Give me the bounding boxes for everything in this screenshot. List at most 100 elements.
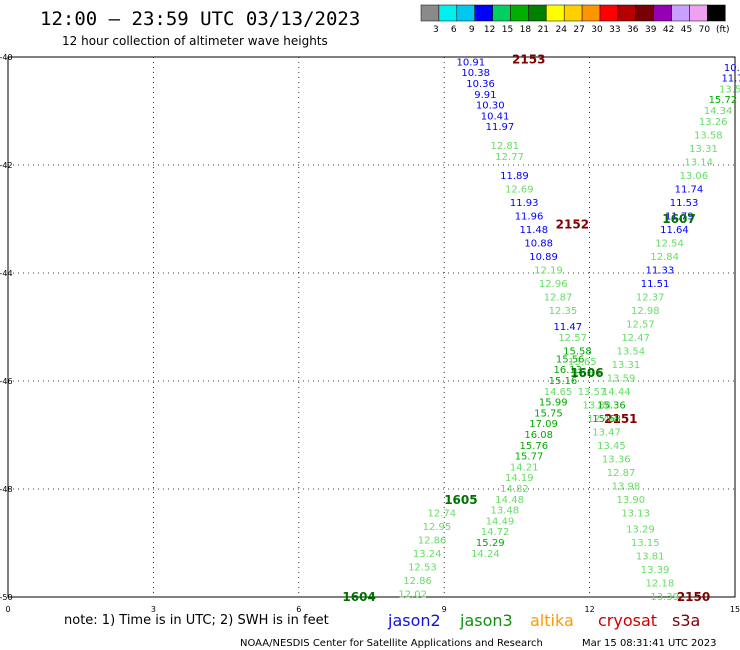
swh-value-label: 13.48 [490, 506, 519, 517]
swh-value-label: 12.69 [505, 184, 534, 195]
swh-value-label: 12.87 [544, 292, 573, 303]
colorbar-label: 21 [538, 25, 549, 35]
swh-value-label: 11.89 [500, 171, 529, 182]
swh-value-label: 12.77 [495, 152, 524, 163]
legend-item-cryosat: cryosat [598, 611, 657, 630]
y-tick-label: -46 [0, 377, 13, 386]
colorbar-swatch [528, 4, 547, 22]
colorbar-swatch [456, 4, 475, 22]
x-tick-label: 9 [442, 605, 447, 614]
swh-value-label: 10.30 [476, 101, 505, 112]
swh-value-label: 12.87 [607, 468, 636, 479]
swh-value-label: 15.75 [534, 408, 563, 419]
colorbar-swatch [707, 4, 726, 22]
swh-value-label: 13.54 [616, 346, 645, 357]
pass-number-label: 1605 [444, 493, 477, 507]
swh-value-label: 11.64 [660, 225, 689, 236]
swh-value-label: 12.86 [418, 535, 447, 546]
swh-value-label: 12.54 [655, 238, 684, 249]
swh-value-label: 12.95 [423, 522, 452, 533]
swh-value-label: 12.35 [549, 306, 578, 317]
swh-value-label: 13.14 [684, 157, 713, 168]
swh-value-label: 13.59 [607, 373, 636, 384]
colorbar-swatch [474, 4, 493, 22]
colorbar-label: 6 [451, 25, 457, 35]
legend-item-jason2: jason2 [387, 611, 441, 630]
colorbar-label: 45 [681, 25, 692, 35]
swh-value-label: 16.08 [524, 430, 553, 441]
swh-value-label: 12.57 [558, 333, 587, 344]
swh-value-label: 13.47 [592, 427, 621, 438]
pass-number-label: 1604 [342, 590, 375, 604]
colorbar-label: 24 [555, 25, 567, 35]
y-tick-label: -42 [0, 161, 13, 170]
units-note: note: 1) Time is in UTC; 2) SWH is in fe… [64, 613, 329, 628]
swh-value-label: 13.5 [719, 84, 740, 95]
colorbar-label: 36 [627, 25, 639, 35]
swh-value-label: 15.56 [556, 354, 585, 365]
swh-value-label: 15.36 [597, 400, 626, 411]
legend-item-s3a: s3a [672, 611, 700, 630]
swh-value-label: 11.51 [641, 279, 670, 290]
swh-value-label: 10.36 [466, 79, 495, 90]
pass-number-label: 1606 [570, 366, 603, 380]
colorbar-label: 18 [520, 25, 532, 35]
swh-value-label: 15.72 [709, 95, 738, 106]
colorbar-label: 9 [469, 25, 475, 35]
colorbar-label: 30 [591, 25, 603, 35]
swh-value-label: 14.48 [495, 495, 524, 506]
plot-area: 0 3 6 9 12 15-40-42-44-46-48-5010.9110.3810.3… [0, 53, 740, 614]
swh-value-label: 13.39 [650, 592, 679, 603]
swh-value-label: 11.7 [721, 74, 740, 85]
swh-value-label: 15.99 [539, 398, 568, 409]
swh-value-label: 12.86 [403, 576, 432, 587]
swh-value-label: 14.21 [510, 462, 539, 473]
color-scale-bar: 3 6 9 12 15 18 21 24 27 30 33 36 39 42 45 70 (ft) [420, 4, 730, 35]
swh-value-label: 13.45 [597, 441, 626, 452]
swh-value-label: 16.13 [553, 365, 582, 376]
swh-value-label: 13.81 [636, 552, 665, 563]
colorbar-label: 27 [573, 25, 584, 35]
swh-value-label: 10.41 [481, 111, 510, 122]
swh-value-label: 14.19 [505, 473, 534, 484]
swh-value-label: 12.46 [587, 414, 616, 425]
swh-value-label: 12.96 [539, 279, 568, 290]
x-tick-label: 6 [296, 605, 301, 614]
plot-frame [7, 56, 736, 598]
swh-value-label: 13.06 [679, 171, 708, 182]
swh-value-label: 13.29 [626, 525, 655, 536]
colorbar-swatch [510, 4, 529, 22]
swh-value-label: 12.81 [490, 141, 519, 152]
satellite-legend: jason2 jason3 altika cryosat s3a [387, 611, 700, 630]
pass-number-label: 2153 [512, 53, 545, 67]
swh-value-label: 15.58 [563, 346, 592, 357]
swh-value-label: 10.88 [524, 238, 553, 249]
pass-number-label: 2150 [677, 590, 710, 604]
x-tick-label: 12 [585, 605, 595, 614]
swh-value-label: 15.16 [549, 376, 578, 387]
swh-value-label: 12.74 [427, 508, 456, 519]
colorbar-swatch [689, 4, 708, 22]
colorbar-swatch [599, 4, 619, 22]
swh-value-label: 11.48 [520, 225, 549, 236]
swh-value-label: 13.90 [616, 495, 645, 506]
colorbar-swatch [546, 4, 565, 22]
swh-value-label: 12.98 [631, 306, 660, 317]
swh-value-label: 11.79 [665, 211, 694, 222]
swh-value-label: 10.38 [461, 68, 490, 79]
swh-value-label: 12.37 [636, 292, 665, 303]
swh-value-label: 14.34 [704, 106, 733, 117]
colorbar-label: 12 [484, 25, 495, 35]
swh-value-label: 10.89 [529, 252, 558, 263]
colorbar-swatch [420, 4, 440, 22]
colorbar-swatch [635, 4, 654, 22]
y-tick-label: -48 [0, 485, 13, 494]
colorbar-swatch [492, 4, 511, 22]
swh-value-label: 10.0 [724, 63, 740, 74]
x-tick-label: 15 [730, 605, 740, 614]
pass-number-label: 1607 [662, 212, 695, 226]
colorbar-swatch [563, 4, 583, 22]
swh-value-label: 17.09 [529, 419, 558, 430]
swh-value-label: 12.18 [646, 579, 675, 590]
